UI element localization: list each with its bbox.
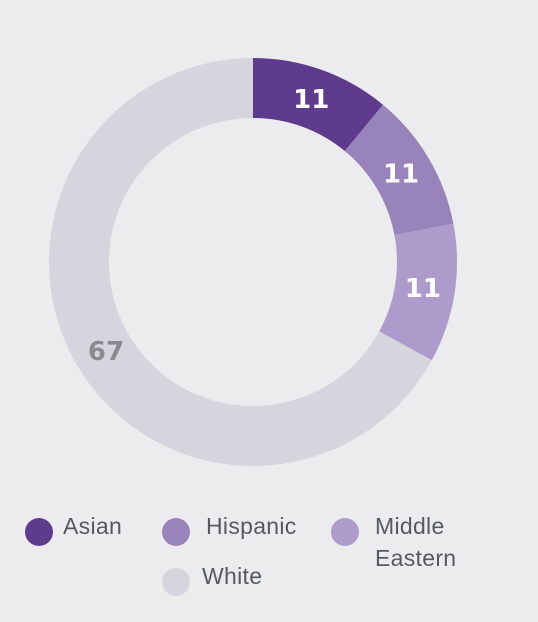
legend-swatch-white [162, 568, 190, 596]
legend-item-asian: Asian [25, 510, 122, 546]
data-label-middle-eastern: 11 [405, 274, 441, 304]
slice-middle-eastern [379, 223, 457, 361]
legend-swatch-hispanic [162, 518, 190, 546]
data-label-white: 67 [88, 337, 124, 367]
data-label-hispanic: 11 [383, 159, 419, 189]
legend-label-asian: Asian [63, 513, 123, 539]
legend-item-white: White [162, 560, 262, 596]
donut-svg: 11 11 11 67 [48, 58, 457, 467]
slices-group [48, 58, 457, 467]
slice-hispanic [344, 104, 454, 236]
legend-label-middle-eastern: Middle Eastern [375, 513, 457, 571]
legend-label-white: White [202, 563, 263, 589]
data-label-asian: 11 [293, 85, 329, 115]
legend-item-hispanic: Hispanic [162, 510, 297, 546]
legend-label-hispanic: Hispanic [206, 513, 297, 539]
legend-swatch-middle-eastern [331, 518, 359, 546]
legend-item-middle-eastern: Middle Eastern [331, 510, 456, 574]
data-labels-group: 11 11 11 67 [88, 85, 441, 367]
slice-asian [253, 58, 384, 152]
slice-white [48, 58, 432, 467]
legend-swatch-asian [25, 518, 53, 546]
